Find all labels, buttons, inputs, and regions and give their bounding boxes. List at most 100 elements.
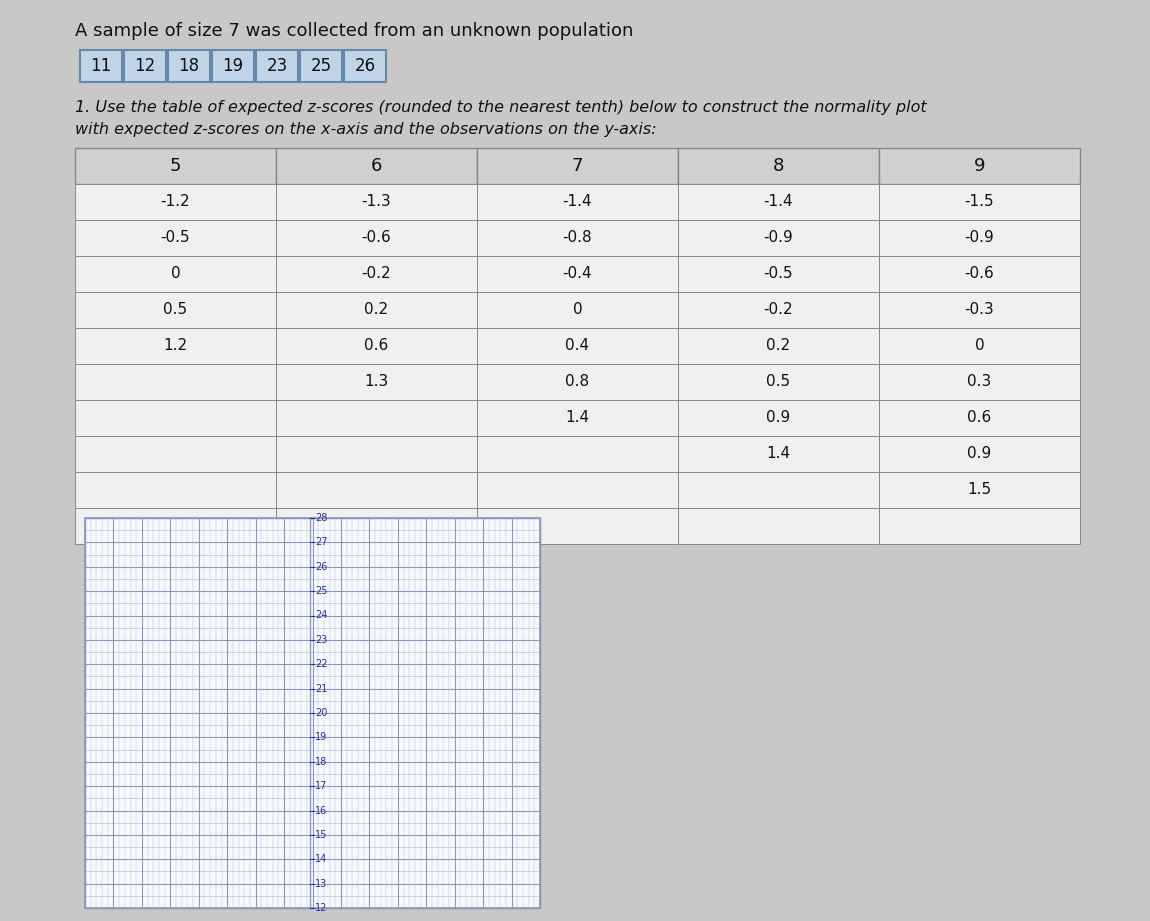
Bar [276, 436, 477, 472]
Bar [75, 400, 276, 436]
Bar [678, 400, 879, 436]
Text: -0.6: -0.6 [965, 266, 995, 282]
Text: -0.9: -0.9 [965, 230, 995, 246]
Bar [477, 148, 678, 184]
Bar [678, 292, 879, 328]
Text: 0.5: 0.5 [163, 302, 187, 318]
Bar [75, 220, 276, 256]
Bar [879, 364, 1080, 400]
Text: -0.9: -0.9 [764, 230, 793, 246]
Text: -1.4: -1.4 [562, 194, 592, 209]
Bar [678, 472, 879, 508]
Text: 20: 20 [315, 708, 328, 718]
Bar [678, 328, 879, 364]
Text: 1.4: 1.4 [566, 411, 590, 426]
Bar [75, 472, 276, 508]
Text: 18: 18 [315, 757, 328, 767]
Text: 0.5: 0.5 [766, 375, 790, 390]
Text: 0.9: 0.9 [766, 411, 791, 426]
Text: 17: 17 [315, 781, 328, 791]
Text: 0.8: 0.8 [566, 375, 590, 390]
Text: 14: 14 [315, 855, 328, 864]
Text: 6: 6 [370, 157, 382, 175]
Text: -0.2: -0.2 [362, 266, 391, 282]
Bar [256, 50, 298, 82]
Text: 1. Use the table of expected z-scores (rounded to the nearest tenth) below to co: 1. Use the table of expected z-scores (r… [75, 100, 927, 115]
Bar [75, 148, 276, 184]
Text: 0: 0 [573, 302, 582, 318]
Text: 0: 0 [975, 339, 984, 354]
Bar [75, 436, 276, 472]
Bar [879, 184, 1080, 220]
Text: 0.6: 0.6 [967, 411, 991, 426]
Text: -1.2: -1.2 [161, 194, 190, 209]
Bar [477, 220, 678, 256]
Bar [344, 50, 386, 82]
Text: 26: 26 [354, 57, 376, 75]
Bar [879, 328, 1080, 364]
Text: 8: 8 [773, 157, 784, 175]
Text: -0.4: -0.4 [562, 266, 592, 282]
Text: with expected z-scores on the x-axis and the observations on the y-axis:: with expected z-scores on the x-axis and… [75, 122, 657, 137]
Text: -0.5: -0.5 [764, 266, 793, 282]
Bar [75, 292, 276, 328]
Bar [477, 364, 678, 400]
Text: -0.8: -0.8 [562, 230, 592, 246]
Text: 1.3: 1.3 [365, 375, 389, 390]
Bar [879, 436, 1080, 472]
Bar [85, 518, 540, 908]
Text: -1.5: -1.5 [965, 194, 995, 209]
Bar [477, 184, 678, 220]
Bar [276, 148, 477, 184]
Bar [678, 184, 879, 220]
Text: 1.4: 1.4 [766, 447, 790, 461]
Text: 26: 26 [315, 562, 328, 572]
Bar [276, 220, 477, 256]
Bar [879, 472, 1080, 508]
Text: 0.4: 0.4 [566, 339, 590, 354]
Bar [477, 436, 678, 472]
Bar [75, 328, 276, 364]
Text: 0.2: 0.2 [766, 339, 790, 354]
Bar [477, 256, 678, 292]
Bar [879, 148, 1080, 184]
Text: 21: 21 [315, 683, 328, 694]
Bar [477, 472, 678, 508]
Bar [678, 256, 879, 292]
Bar [276, 328, 477, 364]
Text: 28: 28 [315, 513, 328, 523]
Bar [85, 518, 540, 908]
Text: 18: 18 [178, 57, 200, 75]
Bar [75, 364, 276, 400]
Bar [879, 256, 1080, 292]
Bar [879, 220, 1080, 256]
Text: 1.2: 1.2 [163, 339, 187, 354]
Bar [276, 472, 477, 508]
Text: 25: 25 [315, 586, 328, 596]
Text: 11: 11 [91, 57, 112, 75]
Text: 0.9: 0.9 [967, 447, 991, 461]
Bar [276, 184, 477, 220]
Bar [678, 508, 879, 544]
Bar [477, 508, 678, 544]
Text: 23: 23 [315, 635, 328, 645]
Text: -0.2: -0.2 [764, 302, 793, 318]
Bar [678, 436, 879, 472]
Text: 0: 0 [170, 266, 181, 282]
Text: 1.5: 1.5 [967, 483, 991, 497]
Bar [75, 508, 276, 544]
Text: 7: 7 [572, 157, 583, 175]
Text: 0.2: 0.2 [365, 302, 389, 318]
Bar [276, 292, 477, 328]
Text: 5: 5 [170, 157, 182, 175]
Text: 12: 12 [135, 57, 155, 75]
Bar [879, 508, 1080, 544]
Bar [477, 328, 678, 364]
Text: -0.6: -0.6 [361, 230, 391, 246]
Text: 19: 19 [315, 732, 328, 742]
Bar [300, 50, 342, 82]
Bar [678, 364, 879, 400]
Text: 27: 27 [315, 537, 328, 547]
Bar [276, 256, 477, 292]
Text: 23: 23 [267, 57, 288, 75]
